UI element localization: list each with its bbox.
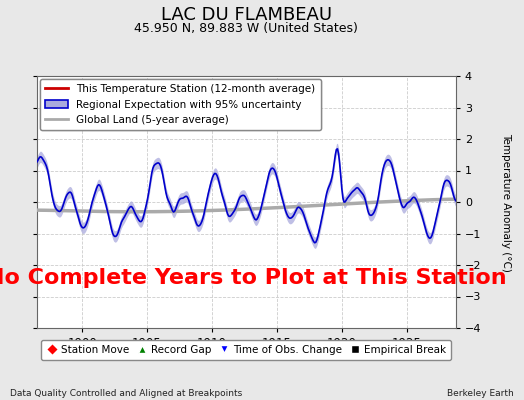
Text: 45.950 N, 89.883 W (United States): 45.950 N, 89.883 W (United States): [134, 22, 358, 35]
Text: Data Quality Controlled and Aligned at Breakpoints: Data Quality Controlled and Aligned at B…: [10, 389, 243, 398]
Legend: This Temperature Station (12-month average), Regional Expectation with 95% uncer: This Temperature Station (12-month avera…: [40, 79, 321, 130]
Text: No Complete Years to Plot at This Station: No Complete Years to Plot at This Statio…: [0, 268, 507, 288]
Text: Berkeley Earth: Berkeley Earth: [447, 389, 514, 398]
Text: LAC DU FLAMBEAU: LAC DU FLAMBEAU: [161, 6, 332, 24]
Legend: Station Move, Record Gap, Time of Obs. Change, Empirical Break: Station Move, Record Gap, Time of Obs. C…: [41, 340, 452, 360]
Y-axis label: Temperature Anomaly (°C): Temperature Anomaly (°C): [501, 132, 511, 272]
